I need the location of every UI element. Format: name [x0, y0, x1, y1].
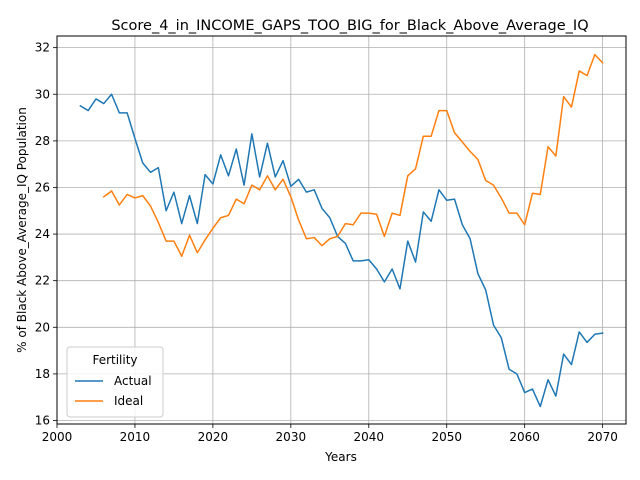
y-tick-label: 16 — [35, 414, 50, 428]
legend-box — [66, 346, 164, 418]
y-tick-label: 32 — [35, 41, 50, 55]
y-tick-label: 18 — [35, 367, 50, 381]
x-tick-label: 2010 — [120, 430, 151, 444]
legend-label-actual: Actual — [114, 374, 152, 388]
legend-label-ideal: Ideal — [114, 394, 143, 408]
legend: Fertility Actual Ideal — [66, 346, 164, 418]
y-axis-label: % of Black Above_Average_IQ Population — [15, 107, 29, 353]
y-tick-label: 22 — [35, 274, 50, 288]
y-tick-label: 28 — [35, 134, 50, 148]
series-lines — [79, 53, 604, 408]
y-axis-ticks: 16 18 20 22 24 26 28 30 32 — [35, 41, 57, 428]
y-tick-label: 24 — [35, 227, 50, 241]
x-tick-label: 2050 — [431, 430, 462, 444]
plot-frame — [56, 35, 627, 425]
series-line-ideal — [102, 53, 604, 257]
series-line-actual — [79, 93, 604, 408]
y-tick-label: 26 — [35, 180, 50, 194]
chart-title: Score_4_in_INCOME_GAPS_TOO_BIG_for_Black… — [111, 18, 588, 34]
x-tick-label: 2020 — [198, 430, 229, 444]
x-tick-label: 2030 — [276, 430, 307, 444]
legend-title: Fertility — [92, 353, 137, 367]
grid-lines — [56, 36, 626, 424]
x-tick-label: 2000 — [42, 430, 73, 444]
x-tick-label: 2040 — [354, 430, 385, 444]
x-tick-label: 2060 — [509, 430, 540, 444]
x-axis-ticks: 2000 2010 2020 2030 2040 2050 2060 2070 — [42, 424, 618, 444]
y-tick-label: 30 — [35, 87, 50, 101]
x-axis-label: Years — [324, 450, 357, 464]
y-tick-label: 20 — [35, 320, 50, 334]
x-tick-label: 2070 — [587, 430, 618, 444]
